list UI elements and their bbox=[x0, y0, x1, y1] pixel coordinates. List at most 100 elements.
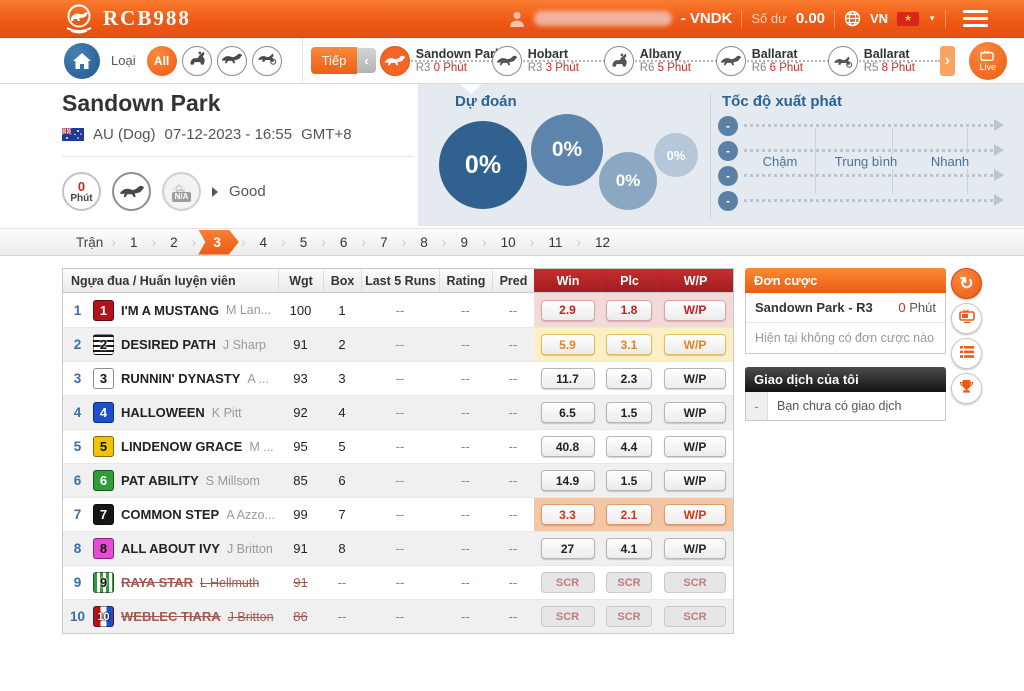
race-meta: R6 6 Phút bbox=[752, 62, 803, 74]
tab-race-7[interactable]: 7 bbox=[380, 234, 388, 250]
runner-cell: 5 5 LINDENOW GRACE M ... bbox=[63, 430, 278, 463]
race-strip-item[interactable]: Albany R6 5 Phút bbox=[603, 45, 716, 76]
win-odds-button[interactable]: 11.7 bbox=[540, 368, 595, 389]
track-condition: Good bbox=[229, 183, 266, 200]
last5-cell: -- bbox=[395, 507, 405, 522]
winplace-odds-button[interactable]: W/P bbox=[664, 299, 726, 321]
brand-logo[interactable]: RCB988 bbox=[62, 3, 191, 34]
winplace-odds-button: SCR bbox=[664, 572, 726, 593]
odds-group: SCR SCR SCR bbox=[534, 566, 733, 599]
win-odds-button[interactable]: 6.5 bbox=[540, 402, 595, 423]
chevron-separator-icon bbox=[111, 234, 116, 250]
home-button[interactable] bbox=[64, 42, 100, 79]
chevron-separator-icon bbox=[151, 234, 156, 250]
odds-group: 11.7 2.3 W/P bbox=[534, 362, 733, 395]
win-odds-button[interactable]: 27 bbox=[540, 538, 595, 559]
tab-race-10[interactable]: 10 bbox=[500, 234, 516, 250]
speed-slider-handle[interactable]: - bbox=[718, 141, 738, 161]
place-odds-button[interactable]: 4.4 bbox=[606, 436, 652, 457]
race-strip-item[interactable]: Hobart R3 3 Phút bbox=[491, 45, 604, 76]
tab-race-6[interactable]: 6 bbox=[339, 234, 348, 250]
winplace-odds-button[interactable]: W/P bbox=[664, 470, 726, 491]
winplace-odds-button[interactable]: W/P bbox=[664, 334, 726, 355]
race-strip-item[interactable]: Ballarat R6 6 Phút bbox=[715, 45, 828, 76]
winplace-odds-button[interactable]: W/P bbox=[664, 436, 726, 457]
win-odds-button[interactable]: 2.9 bbox=[540, 299, 595, 321]
place-odds-button[interactable]: 1.8 bbox=[606, 299, 652, 321]
tab-race-4[interactable]: 4 bbox=[259, 234, 268, 250]
runner-name: ALL ABOUT IVY bbox=[121, 541, 220, 556]
bet-list-button[interactable] bbox=[951, 338, 982, 369]
speed-slider-track bbox=[744, 174, 993, 177]
odds-slot: 11.7 bbox=[534, 362, 601, 395]
trainer-name: L Hellmuth bbox=[200, 575, 260, 590]
runner-number: 9 bbox=[73, 575, 82, 590]
tab-race-2[interactable]: 2 bbox=[170, 234, 178, 250]
tab-race-11[interactable]: 11 bbox=[548, 234, 563, 250]
speed-slider-handle[interactable]: - bbox=[718, 166, 738, 186]
winplace-odds-button[interactable]: W/P bbox=[664, 368, 726, 389]
win-odds-button[interactable]: 5.9 bbox=[540, 334, 595, 355]
filter-harness-racing-button[interactable] bbox=[251, 45, 282, 76]
results-trophy-button[interactable] bbox=[951, 373, 982, 404]
race-countdown: 5 Phút bbox=[657, 62, 691, 74]
chevron-down-icon[interactable] bbox=[928, 14, 936, 23]
win-odds-button[interactable]: 14.9 bbox=[540, 470, 595, 491]
column-header: Ngựa đua / Huấn luyện viên bbox=[71, 273, 236, 288]
next-races-button[interactable]: Tiếp bbox=[310, 47, 358, 74]
vietnam-flag-icon[interactable] bbox=[897, 11, 920, 26]
race-strip-text: Hobart R3 3 Phút bbox=[528, 47, 579, 74]
place-odds-button[interactable]: 3.1 bbox=[606, 334, 652, 355]
speed-slider-handle[interactable]: - bbox=[718, 116, 738, 136]
place-odds-button[interactable]: 2.3 bbox=[606, 368, 652, 389]
place-odds-button[interactable]: 1.5 bbox=[606, 470, 652, 491]
odds-group: 3.3 2.1 W/P bbox=[534, 498, 733, 531]
filter-horse-racing-button[interactable] bbox=[181, 45, 212, 76]
tab-race-9[interactable]: 9 bbox=[460, 234, 468, 250]
odds-slot: W/P bbox=[657, 328, 733, 361]
tab-race-12[interactable]: 12 bbox=[595, 234, 611, 250]
runner-cell: 1 1 I'M A MUSTANG M Lan... bbox=[63, 293, 278, 327]
race-strip-text: Ballarat R5 8 Phút bbox=[864, 47, 915, 74]
tab-race-1[interactable]: 1 bbox=[129, 234, 138, 250]
place-odds-button[interactable]: 4.1 bbox=[606, 538, 652, 559]
winplace-odds-button[interactable]: W/P bbox=[664, 538, 726, 559]
runner-name: PAT ABILITY bbox=[121, 473, 199, 488]
runner-row: 2 2 DESIRED PATH J Sharp 91 2 -- -- -- 5.9 3.1 W/P bbox=[63, 327, 733, 361]
speed-slider-row: - bbox=[718, 191, 1006, 211]
odds-slot: 2.3 bbox=[601, 362, 657, 395]
runner-number: 6 bbox=[73, 473, 82, 488]
filter-greyhound-button[interactable] bbox=[216, 45, 247, 76]
race-strip-item[interactable]: Sandown Park R3 0 Phút bbox=[379, 45, 502, 76]
place-odds-button[interactable]: 2.1 bbox=[606, 504, 652, 525]
rating-cell: -- bbox=[461, 541, 470, 556]
balance-value: 0.00 bbox=[795, 10, 826, 27]
odds-slot: 5.9 bbox=[534, 328, 601, 361]
winplace-odds-button[interactable]: W/P bbox=[664, 402, 726, 423]
filter-all-button[interactable]: All bbox=[146, 45, 177, 76]
speed-slider-track bbox=[744, 199, 993, 202]
box-cell: 3 bbox=[338, 371, 346, 386]
live-button[interactable]: Live bbox=[968, 41, 1007, 80]
weight-cell: 95 bbox=[293, 439, 308, 454]
strip-prev-button[interactable] bbox=[357, 48, 376, 73]
column-header: Win bbox=[534, 269, 601, 292]
menu-button[interactable] bbox=[963, 10, 988, 27]
side-icon-toolbar bbox=[951, 268, 982, 404]
place-odds-button[interactable]: 1.5 bbox=[606, 402, 652, 423]
win-odds-button[interactable]: 40.8 bbox=[540, 436, 595, 457]
greyhound-badge bbox=[112, 172, 151, 211]
tab-race-3[interactable]: 3 bbox=[198, 230, 239, 255]
refresh-icon bbox=[959, 274, 973, 294]
winplace-odds-button[interactable]: W/P bbox=[664, 504, 726, 525]
refresh-button[interactable] bbox=[951, 268, 982, 299]
tab-race-5[interactable]: 5 bbox=[299, 234, 308, 250]
speed-slider-handle[interactable]: - bbox=[718, 191, 738, 211]
live-tv-button[interactable] bbox=[951, 303, 982, 334]
strip-next-button[interactable] bbox=[939, 45, 955, 76]
win-odds-button[interactable]: 3.3 bbox=[540, 504, 595, 525]
race-strip-item[interactable]: Ballarat R5 8 Phút bbox=[827, 45, 940, 76]
horse-racing-icon bbox=[188, 50, 206, 72]
tab-race-8[interactable]: 8 bbox=[420, 234, 428, 250]
odds-slot: SCR bbox=[534, 566, 601, 599]
